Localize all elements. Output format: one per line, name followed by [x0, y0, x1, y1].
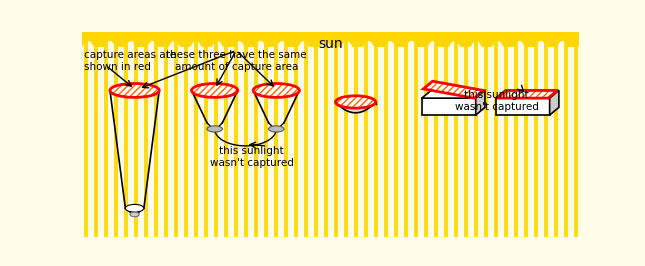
Text: these three have the same
amount of capture area: these three have the same amount of capt…	[166, 50, 306, 72]
Ellipse shape	[207, 126, 223, 132]
Ellipse shape	[335, 96, 375, 108]
Bar	[444, 32, 448, 237]
Polygon shape	[422, 90, 485, 98]
Bar	[464, 32, 468, 237]
Bar	[314, 32, 318, 237]
Polygon shape	[550, 90, 559, 115]
Bar	[422, 98, 476, 115]
Text: capture areas are
shown in red: capture areas are shown in red	[84, 50, 176, 72]
Ellipse shape	[192, 84, 238, 97]
Bar	[544, 32, 548, 237]
Bar	[244, 32, 248, 237]
Ellipse shape	[110, 84, 159, 97]
Bar	[94, 32, 97, 237]
Polygon shape	[423, 81, 483, 98]
Text: this sunlight
wasn't captured: this sunlight wasn't captured	[210, 146, 293, 168]
Bar	[404, 32, 408, 237]
Bar	[214, 32, 218, 237]
Bar	[104, 32, 108, 237]
Bar	[304, 32, 308, 237]
Bar	[184, 32, 188, 237]
Bar	[434, 32, 438, 237]
Polygon shape	[335, 102, 375, 113]
Polygon shape	[496, 90, 559, 98]
Bar	[234, 32, 238, 237]
Bar	[174, 32, 178, 237]
Bar	[294, 32, 298, 237]
Bar	[334, 32, 338, 237]
Bar	[574, 32, 578, 237]
Text: this sunlight
wasn't captured: this sunlight wasn't captured	[455, 90, 539, 112]
Text: sun: sun	[319, 37, 343, 51]
Bar	[364, 32, 368, 237]
Bar	[134, 32, 137, 237]
Ellipse shape	[268, 126, 284, 132]
Bar	[494, 32, 498, 237]
Bar	[114, 32, 117, 237]
Bar	[124, 32, 128, 237]
Bar	[534, 32, 538, 237]
Bar	[144, 32, 148, 237]
Bar	[554, 32, 558, 237]
Bar	[154, 32, 157, 237]
Bar	[384, 32, 388, 237]
Bar	[84, 32, 88, 237]
Bar	[164, 32, 168, 237]
Polygon shape	[497, 90, 557, 98]
Bar	[324, 32, 328, 237]
Bar	[354, 32, 358, 237]
Bar	[224, 32, 228, 237]
Bar	[484, 32, 488, 237]
Bar	[414, 32, 418, 237]
Bar	[524, 32, 528, 237]
Bar	[274, 32, 278, 237]
Ellipse shape	[125, 204, 144, 212]
Bar	[194, 32, 198, 237]
Bar	[504, 32, 508, 237]
Bar	[474, 32, 478, 237]
Bar	[394, 32, 398, 237]
Bar	[514, 32, 518, 237]
Bar	[454, 32, 458, 237]
Bar	[374, 32, 378, 237]
Bar	[344, 32, 348, 237]
Bar	[496, 98, 550, 115]
Bar	[83, 32, 579, 47]
Ellipse shape	[253, 84, 299, 97]
Bar	[204, 32, 208, 237]
Polygon shape	[476, 90, 485, 115]
Bar	[264, 32, 268, 237]
Bar	[564, 32, 568, 237]
Bar	[424, 32, 428, 237]
Bar	[254, 32, 258, 237]
Bar	[284, 32, 288, 237]
Ellipse shape	[130, 212, 139, 217]
